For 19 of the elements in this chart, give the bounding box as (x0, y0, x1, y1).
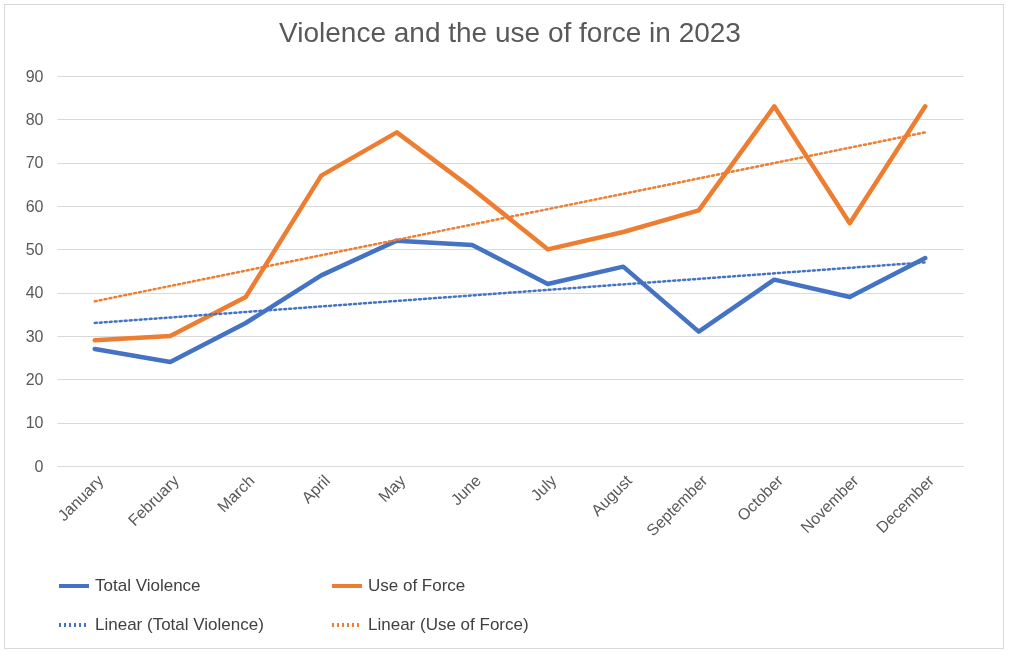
legend-label: Linear (Use of Force) (368, 615, 529, 634)
y-tick-label: 20 (25, 370, 44, 388)
y-tick-label: 60 (25, 197, 44, 215)
y-tick-label: 80 (25, 110, 44, 128)
y-tick-label: 50 (25, 240, 44, 258)
chart-title: Violence and the use of force in 2023 (279, 17, 741, 48)
line-series (92, 238, 928, 365)
y-tick-label: 0 (34, 457, 44, 475)
y-tick-label: 90 (25, 67, 44, 85)
y-tick-label: 30 (25, 327, 44, 345)
legend-label: Total Violence (95, 576, 201, 595)
line-series (92, 104, 928, 343)
x-tick-label: July (527, 471, 560, 504)
x-tick-label: May (375, 471, 409, 506)
legend-label: Use of Force (368, 576, 466, 595)
y-tick-label: 10 (25, 414, 44, 432)
y-tick-label: 70 (25, 154, 44, 172)
y-tick-label: 40 (25, 284, 44, 302)
legend-label: Linear (Total Violence) (95, 615, 264, 634)
